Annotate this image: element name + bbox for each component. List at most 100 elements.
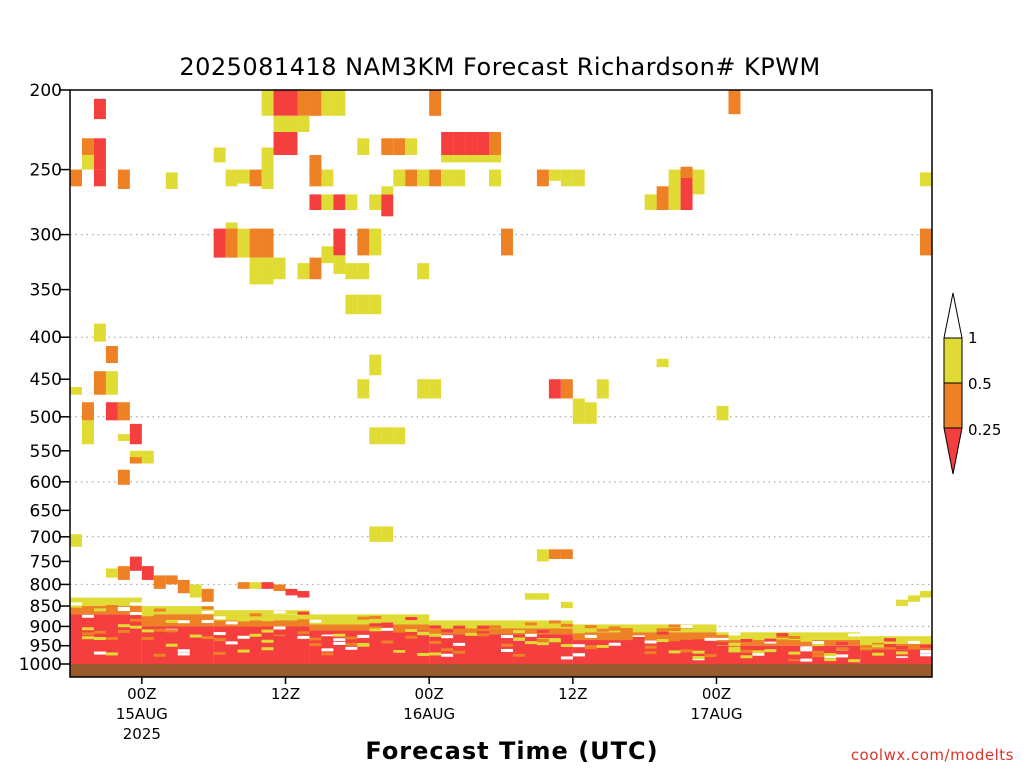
bl-streak	[369, 655, 382, 659]
bl-streak	[836, 654, 849, 658]
heatmap-cell	[213, 228, 226, 258]
heatmap-cell	[572, 169, 585, 187]
bl-streak	[405, 632, 418, 636]
bl-streak	[656, 628, 669, 632]
heatmap-cell	[345, 263, 358, 280]
bl-streak	[824, 641, 837, 645]
bl-streak	[285, 623, 298, 627]
bl-streak	[788, 651, 801, 655]
heatmap-cell	[357, 379, 370, 399]
bl-streak	[872, 639, 885, 643]
heatmap-cell	[369, 294, 382, 315]
bl-streak	[788, 658, 801, 662]
bl-streak	[860, 644, 873, 648]
bl-streak	[297, 635, 310, 639]
bl-streak	[417, 631, 430, 635]
bl-streak	[896, 645, 909, 649]
heatmap-cell	[536, 549, 549, 562]
colorbar-label: 1	[968, 329, 978, 347]
y-tick-label: 350	[30, 281, 62, 301]
bl-streak	[524, 633, 537, 637]
bl-streak	[105, 622, 118, 626]
bl-streak	[752, 650, 765, 654]
heatmap-cell	[357, 138, 370, 156]
heatmap-cell	[333, 194, 346, 211]
bl-streak	[309, 637, 322, 641]
bl-streak	[764, 640, 777, 644]
bl-streak	[273, 610, 286, 614]
bl-streak	[177, 620, 190, 624]
bl-streak	[249, 623, 262, 627]
heatmap-cell	[596, 379, 609, 399]
bl-streak	[548, 620, 561, 624]
bl-streak	[117, 629, 130, 633]
bl-streak	[896, 656, 909, 660]
colorbar-label: 0.5	[968, 375, 992, 393]
bl-streak	[153, 653, 166, 657]
heatmap-cell	[249, 257, 262, 285]
bl-streak	[105, 636, 118, 640]
heatmap-cell	[429, 379, 442, 399]
heatmap-cell	[285, 132, 298, 156]
bl-streak	[70, 604, 82, 608]
heatmap-cell	[297, 591, 310, 598]
bl-streak	[668, 638, 681, 642]
heatmap-cell	[141, 566, 154, 580]
y-tick-label: 900	[30, 617, 62, 637]
heatmap-cell	[560, 379, 573, 399]
heatmap-cell	[477, 132, 490, 156]
bl-streak	[453, 623, 466, 627]
bl-streak	[201, 620, 214, 624]
bl-band	[309, 624, 430, 631]
chart-title: 2025081418 NAM3KM Forecast Richardson# K…	[179, 53, 820, 81]
heatmap-cell	[932, 451, 944, 467]
bl-band	[70, 597, 142, 607]
heatmap-cell	[249, 582, 262, 589]
bl-streak	[393, 650, 406, 654]
bl-streak	[656, 631, 669, 635]
heatmap-cell	[548, 549, 561, 560]
heatmap-cell	[393, 427, 406, 445]
bl-streak	[345, 642, 358, 646]
heatmap-cell	[309, 194, 322, 211]
bl-streak	[740, 639, 753, 643]
y-tick-label: 300	[30, 226, 62, 246]
y-tick-label: 1000	[19, 655, 62, 675]
y-tick-label: 500	[30, 408, 62, 428]
heatmap-cell	[321, 90, 334, 116]
bl-streak	[429, 625, 442, 629]
bl-streak	[393, 629, 406, 633]
bl-streak	[788, 635, 801, 639]
bl-streak	[872, 642, 885, 646]
heatmap-cell	[369, 354, 382, 376]
bl-streak	[572, 644, 585, 648]
bl-band	[70, 606, 142, 615]
heatmap-cell	[429, 90, 442, 116]
heatmap-cell	[381, 427, 394, 445]
heatmap-cell	[405, 138, 418, 156]
bl-streak	[812, 650, 825, 654]
bl-streak	[129, 618, 142, 622]
heatmap-cell	[309, 90, 322, 116]
credit-link[interactable]: coolwx.com/modelts	[851, 746, 1014, 764]
heatmap-cell	[441, 132, 454, 156]
heatmap-cell	[345, 294, 358, 315]
bl-streak	[692, 639, 705, 643]
heatmap-cell	[309, 169, 322, 187]
colorbar-025-05	[943, 382, 963, 429]
heatmap-cell	[381, 194, 394, 217]
bl-streak	[920, 644, 932, 648]
heatmap-cell	[165, 172, 178, 190]
bl-streak	[704, 635, 717, 639]
bl-streak	[536, 629, 549, 633]
y-tick-label: 600	[30, 473, 62, 493]
heatmap-cell	[309, 155, 322, 177]
bl-streak	[812, 654, 825, 658]
heatmap-cell	[489, 155, 501, 163]
bl-streak	[884, 644, 897, 648]
bl-streak	[249, 633, 262, 637]
heatmap-cell	[908, 595, 921, 602]
heatmap-cell	[465, 155, 478, 163]
heatmap-cell	[225, 222, 238, 235]
bl-streak	[788, 656, 801, 660]
